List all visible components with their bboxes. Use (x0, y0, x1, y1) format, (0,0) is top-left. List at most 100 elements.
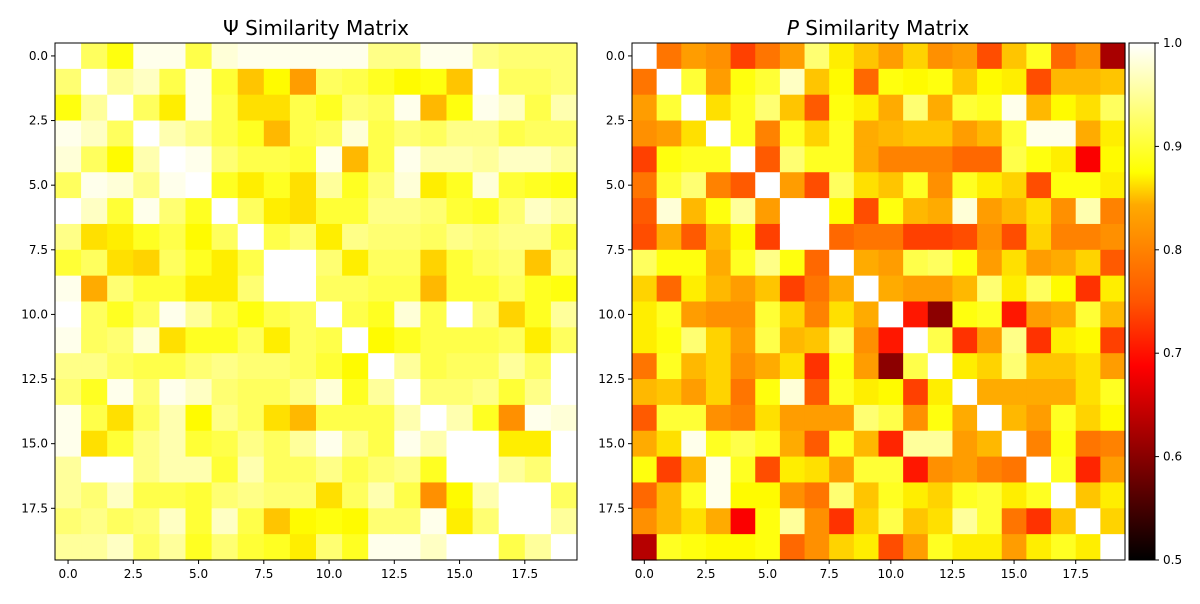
psi-cell-14-4 (159, 404, 187, 432)
p-cell-15-2 (681, 430, 707, 458)
p-cell-18-13 (952, 508, 978, 535)
psi-cell-18-14 (420, 508, 448, 535)
p-cell-11-14 (977, 327, 1003, 354)
p-cell-6-12 (927, 198, 954, 225)
p-cell-11-18 (1075, 327, 1101, 354)
psi-cell-12-1 (81, 353, 108, 380)
psi-cell-11-3 (133, 327, 160, 354)
p-cell-3-14 (977, 120, 1003, 147)
p-cell-6-10 (878, 198, 904, 225)
p-cell-10-0 (632, 301, 658, 328)
p-cell-16-5 (755, 456, 781, 484)
p-cell-2-18 (1075, 94, 1101, 122)
psi-cell-13-6 (211, 379, 239, 406)
p-cell-12-15 (1001, 353, 1027, 380)
p-x-tick-label: 5.0 (758, 567, 777, 581)
p-cell-15-9 (853, 430, 880, 458)
p-cell-10-2 (681, 301, 707, 328)
psi-cell-16-17 (498, 456, 526, 484)
p-cell-10-16 (1026, 301, 1052, 328)
psi-cell-0-19 (550, 43, 578, 70)
psi-cell-1-18 (524, 68, 552, 96)
p-cell-14-14 (977, 404, 1003, 432)
p-cell-7-1 (656, 223, 682, 251)
p-cell-19-14 (977, 534, 1003, 561)
p-cell-17-2 (681, 482, 707, 509)
p-cell-6-9 (853, 198, 880, 225)
psi-cell-2-5 (185, 94, 213, 122)
p-cell-13-7 (804, 379, 830, 406)
p-cell-0-14 (977, 43, 1003, 70)
p-cell-8-3 (705, 249, 732, 277)
p-cell-8-1 (656, 249, 682, 277)
psi-cell-6-16 (472, 198, 500, 225)
p-cell-16-0 (632, 456, 658, 484)
p-cell-14-6 (779, 404, 806, 432)
p-cell-1-12 (927, 68, 954, 96)
psi-cell-18-5 (185, 508, 213, 535)
psi-y-tick-label: 10.0 (21, 307, 48, 321)
p-cell-14-2 (681, 404, 707, 432)
psi-cell-2-15 (446, 94, 474, 122)
p-cell-14-13 (952, 404, 978, 432)
psi-cell-1-11 (342, 68, 369, 96)
p-cell-10-5 (755, 301, 781, 328)
psi-cell-4-14 (420, 146, 448, 173)
psi-cell-14-0 (55, 404, 82, 432)
psi-cell-9-15 (446, 275, 474, 303)
psi-cell-16-4 (159, 456, 187, 484)
psi-cell-6-10 (316, 198, 343, 225)
colorbar-tick-label: 0.8 (1163, 243, 1182, 257)
p-cell-3-8 (829, 120, 855, 147)
p-cell-1-11 (903, 68, 929, 96)
psi-cell-4-9 (289, 146, 317, 173)
psi-y-tick-label: 2.5 (29, 114, 48, 128)
p-cell-16-2 (681, 456, 707, 484)
p-cell-1-7 (804, 68, 830, 96)
p-cell-17-14 (977, 482, 1003, 509)
p-cell-1-1 (656, 68, 682, 96)
p-cell-18-3 (705, 508, 732, 535)
p-x-ticks: 0.0 2.5 5.0 7.5 10.0 12.5 15.0 17.5 (635, 560, 1089, 581)
p-x-tick-label: 10.0 (877, 567, 904, 581)
psi-cell-10-3 (133, 301, 160, 328)
p-cell-4-0 (632, 146, 658, 173)
p-cell-17-13 (952, 482, 978, 509)
p-cell-11-2 (681, 327, 707, 354)
psi-cell-3-14 (420, 120, 448, 147)
p-cell-12-10 (878, 353, 904, 380)
p-y-tick-label: 5.0 (606, 178, 625, 192)
p-cell-2-16 (1026, 94, 1052, 122)
p-cell-14-3 (705, 404, 732, 432)
psi-cell-11-19 (550, 327, 578, 354)
p-cell-18-9 (853, 508, 880, 535)
psi-cell-14-19 (550, 404, 578, 432)
p-cell-11-17 (1051, 327, 1077, 354)
p-cell-17-19 (1100, 482, 1126, 509)
psi-cell-12-16 (472, 353, 500, 380)
p-cell-11-16 (1026, 327, 1052, 354)
p-cell-19-19 (1100, 534, 1126, 561)
psi-cell-15-4 (159, 430, 187, 458)
psi-x-tick-label: 2.5 (124, 567, 143, 581)
p-cell-2-14 (977, 94, 1003, 122)
p-cell-12-0 (632, 353, 658, 380)
p-cell-15-19 (1100, 430, 1126, 458)
p-cell-13-16 (1026, 379, 1052, 406)
psi-cell-14-2 (107, 404, 134, 432)
p-cell-1-2 (681, 68, 707, 96)
p-cell-7-12 (927, 223, 954, 251)
p-cell-6-4 (730, 198, 756, 225)
psi-cell-14-14 (420, 404, 448, 432)
psi-cell-7-14 (420, 223, 448, 251)
psi-cell-4-16 (472, 146, 500, 173)
p-cell-0-0 (632, 43, 658, 70)
psi-cell-18-11 (342, 508, 369, 535)
psi-cell-4-0 (55, 146, 82, 173)
psi-cell-19-3 (133, 534, 160, 561)
p-cell-11-1 (656, 327, 682, 354)
psi-cell-6-4 (159, 198, 187, 225)
p-cell-11-11 (903, 327, 929, 354)
psi-cell-3-7 (237, 120, 265, 147)
p-cell-18-18 (1075, 508, 1101, 535)
